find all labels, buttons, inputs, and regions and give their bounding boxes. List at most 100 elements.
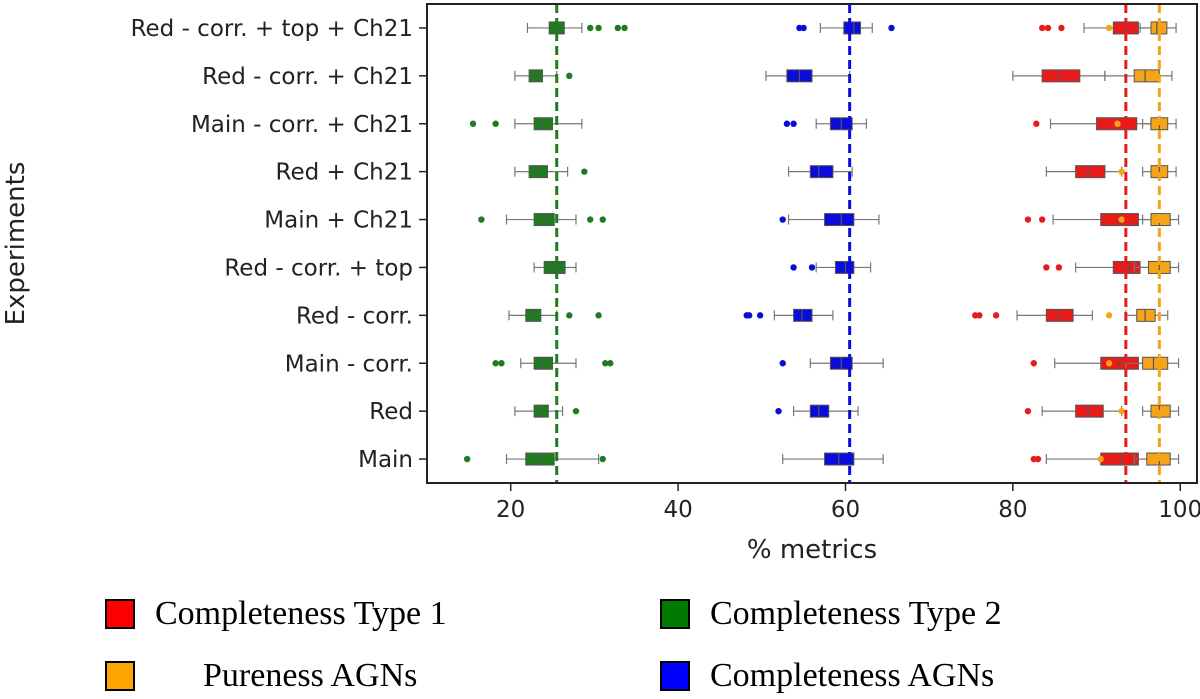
box-group (1030, 452, 1156, 466)
legend-item-completeness-type-1: Completeness Type 1 (105, 595, 447, 633)
box-group (796, 21, 895, 35)
outlier-point (888, 24, 895, 32)
outlier-point (602, 360, 609, 367)
legend-item-completeness-type-2: Completeness Type 2 (660, 595, 1002, 633)
outlier-point (746, 312, 753, 319)
box-group (508, 308, 602, 322)
outlier-point (1097, 455, 1104, 463)
box-group (1024, 404, 1123, 418)
outlier-point (492, 360, 499, 367)
y-tick-label: Red (369, 399, 413, 425)
box-group (1038, 21, 1156, 35)
x-tick-label: 20 (496, 497, 525, 523)
box-group (779, 213, 880, 227)
box (824, 213, 855, 227)
series-completeness-type-2 (463, 21, 628, 466)
outlier-point (779, 216, 786, 223)
x-tick-label: 100 (1158, 497, 1200, 523)
outlier-point (779, 360, 786, 367)
outlier-point (808, 264, 816, 271)
outlier-point (1043, 264, 1050, 271)
box-group (492, 356, 614, 370)
box-group (782, 452, 884, 466)
y-tick-label: Main (358, 447, 413, 473)
outlier-point (1033, 120, 1040, 127)
outlier-point (1105, 312, 1113, 319)
box (533, 117, 554, 131)
outlier-point (1038, 24, 1046, 32)
outlier-point (756, 312, 764, 319)
outlier-point (1038, 216, 1046, 223)
outlier-point (469, 120, 477, 127)
outlier-point (587, 24, 594, 32)
outlier-point (976, 312, 983, 319)
y-tick-label: Red - corr. + Ch21 (202, 64, 413, 90)
box (1133, 69, 1160, 83)
outlier-point (1118, 407, 1125, 415)
y-tick-label: Main + Ch21 (264, 208, 413, 234)
legend-swatch-orange (105, 661, 135, 691)
legend: Completeness Type 1 Completeness Type 2 … (0, 585, 1200, 699)
box (1100, 452, 1139, 466)
box-group (743, 308, 834, 322)
box (843, 21, 862, 35)
x-tick-label: 40 (663, 497, 692, 523)
box-group (787, 165, 853, 179)
outlier-point (607, 360, 614, 367)
series-pureness-agns (1097, 21, 1180, 466)
legend-swatch-green (660, 599, 690, 629)
y-tick-label: Red - corr. + top (224, 255, 413, 281)
outlier-point (599, 216, 606, 223)
box-group (790, 260, 872, 274)
box-group (1045, 165, 1123, 179)
outlier-point (1055, 264, 1063, 271)
outlier-point (790, 120, 797, 127)
series-completeness-agns (743, 21, 895, 466)
outlier-point (498, 360, 505, 367)
outlier-point (1118, 216, 1125, 223)
box-group (1024, 213, 1156, 227)
plot-frame (426, 3, 1198, 484)
box-group (514, 404, 580, 418)
box-group (526, 21, 628, 35)
y-tick-label: Red - corr. (296, 303, 413, 329)
box-group (1133, 260, 1180, 274)
x-tick-label: 80 (998, 497, 1027, 523)
box-group (463, 452, 606, 466)
box-group (514, 165, 588, 179)
outlier-point (1034, 455, 1042, 463)
box (528, 165, 549, 179)
y-tick-label: Red - corr. + top + Ch21 (131, 16, 413, 42)
box (1136, 308, 1156, 322)
box-group (1105, 21, 1177, 35)
box-group (775, 404, 859, 418)
box (1142, 356, 1169, 370)
outlier-point (1118, 168, 1125, 175)
series-completeness-type-1 (972, 21, 1160, 466)
y-tick-label: Red + Ch21 (276, 160, 414, 186)
outlier-point (614, 24, 622, 32)
outlier-point (599, 455, 606, 463)
outlier-point (1024, 216, 1032, 223)
legend-swatch-red (105, 599, 135, 629)
legend-item-pureness-agns: Pureness AGNs (105, 657, 417, 695)
boxplot-chart: 20 40 60 80 100 Red - corr. + top + Ch21 Red -… (1, 3, 1200, 565)
outlier-point (621, 24, 628, 32)
outlier-point (800, 24, 807, 32)
axes: 20 40 60 80 100 Red - corr. + top + Ch21 Red -… (131, 3, 1200, 523)
outlier-point (587, 216, 594, 223)
box-group (1118, 213, 1180, 227)
plot-area (463, 4, 1180, 483)
outlier-point (1105, 24, 1113, 32)
x-tick-label: 60 (831, 497, 860, 523)
box (1075, 404, 1104, 418)
outlier-point (1105, 360, 1113, 367)
y-axis-title: Experiments (1, 162, 31, 326)
outlier-point (478, 216, 485, 223)
box (1041, 69, 1081, 83)
outlier-point (1024, 407, 1032, 415)
legend-label: Pureness AGNs (203, 657, 418, 694)
box-group (972, 308, 1093, 322)
legend-label: Completeness AGNs (710, 657, 995, 694)
box-group (1118, 404, 1180, 418)
